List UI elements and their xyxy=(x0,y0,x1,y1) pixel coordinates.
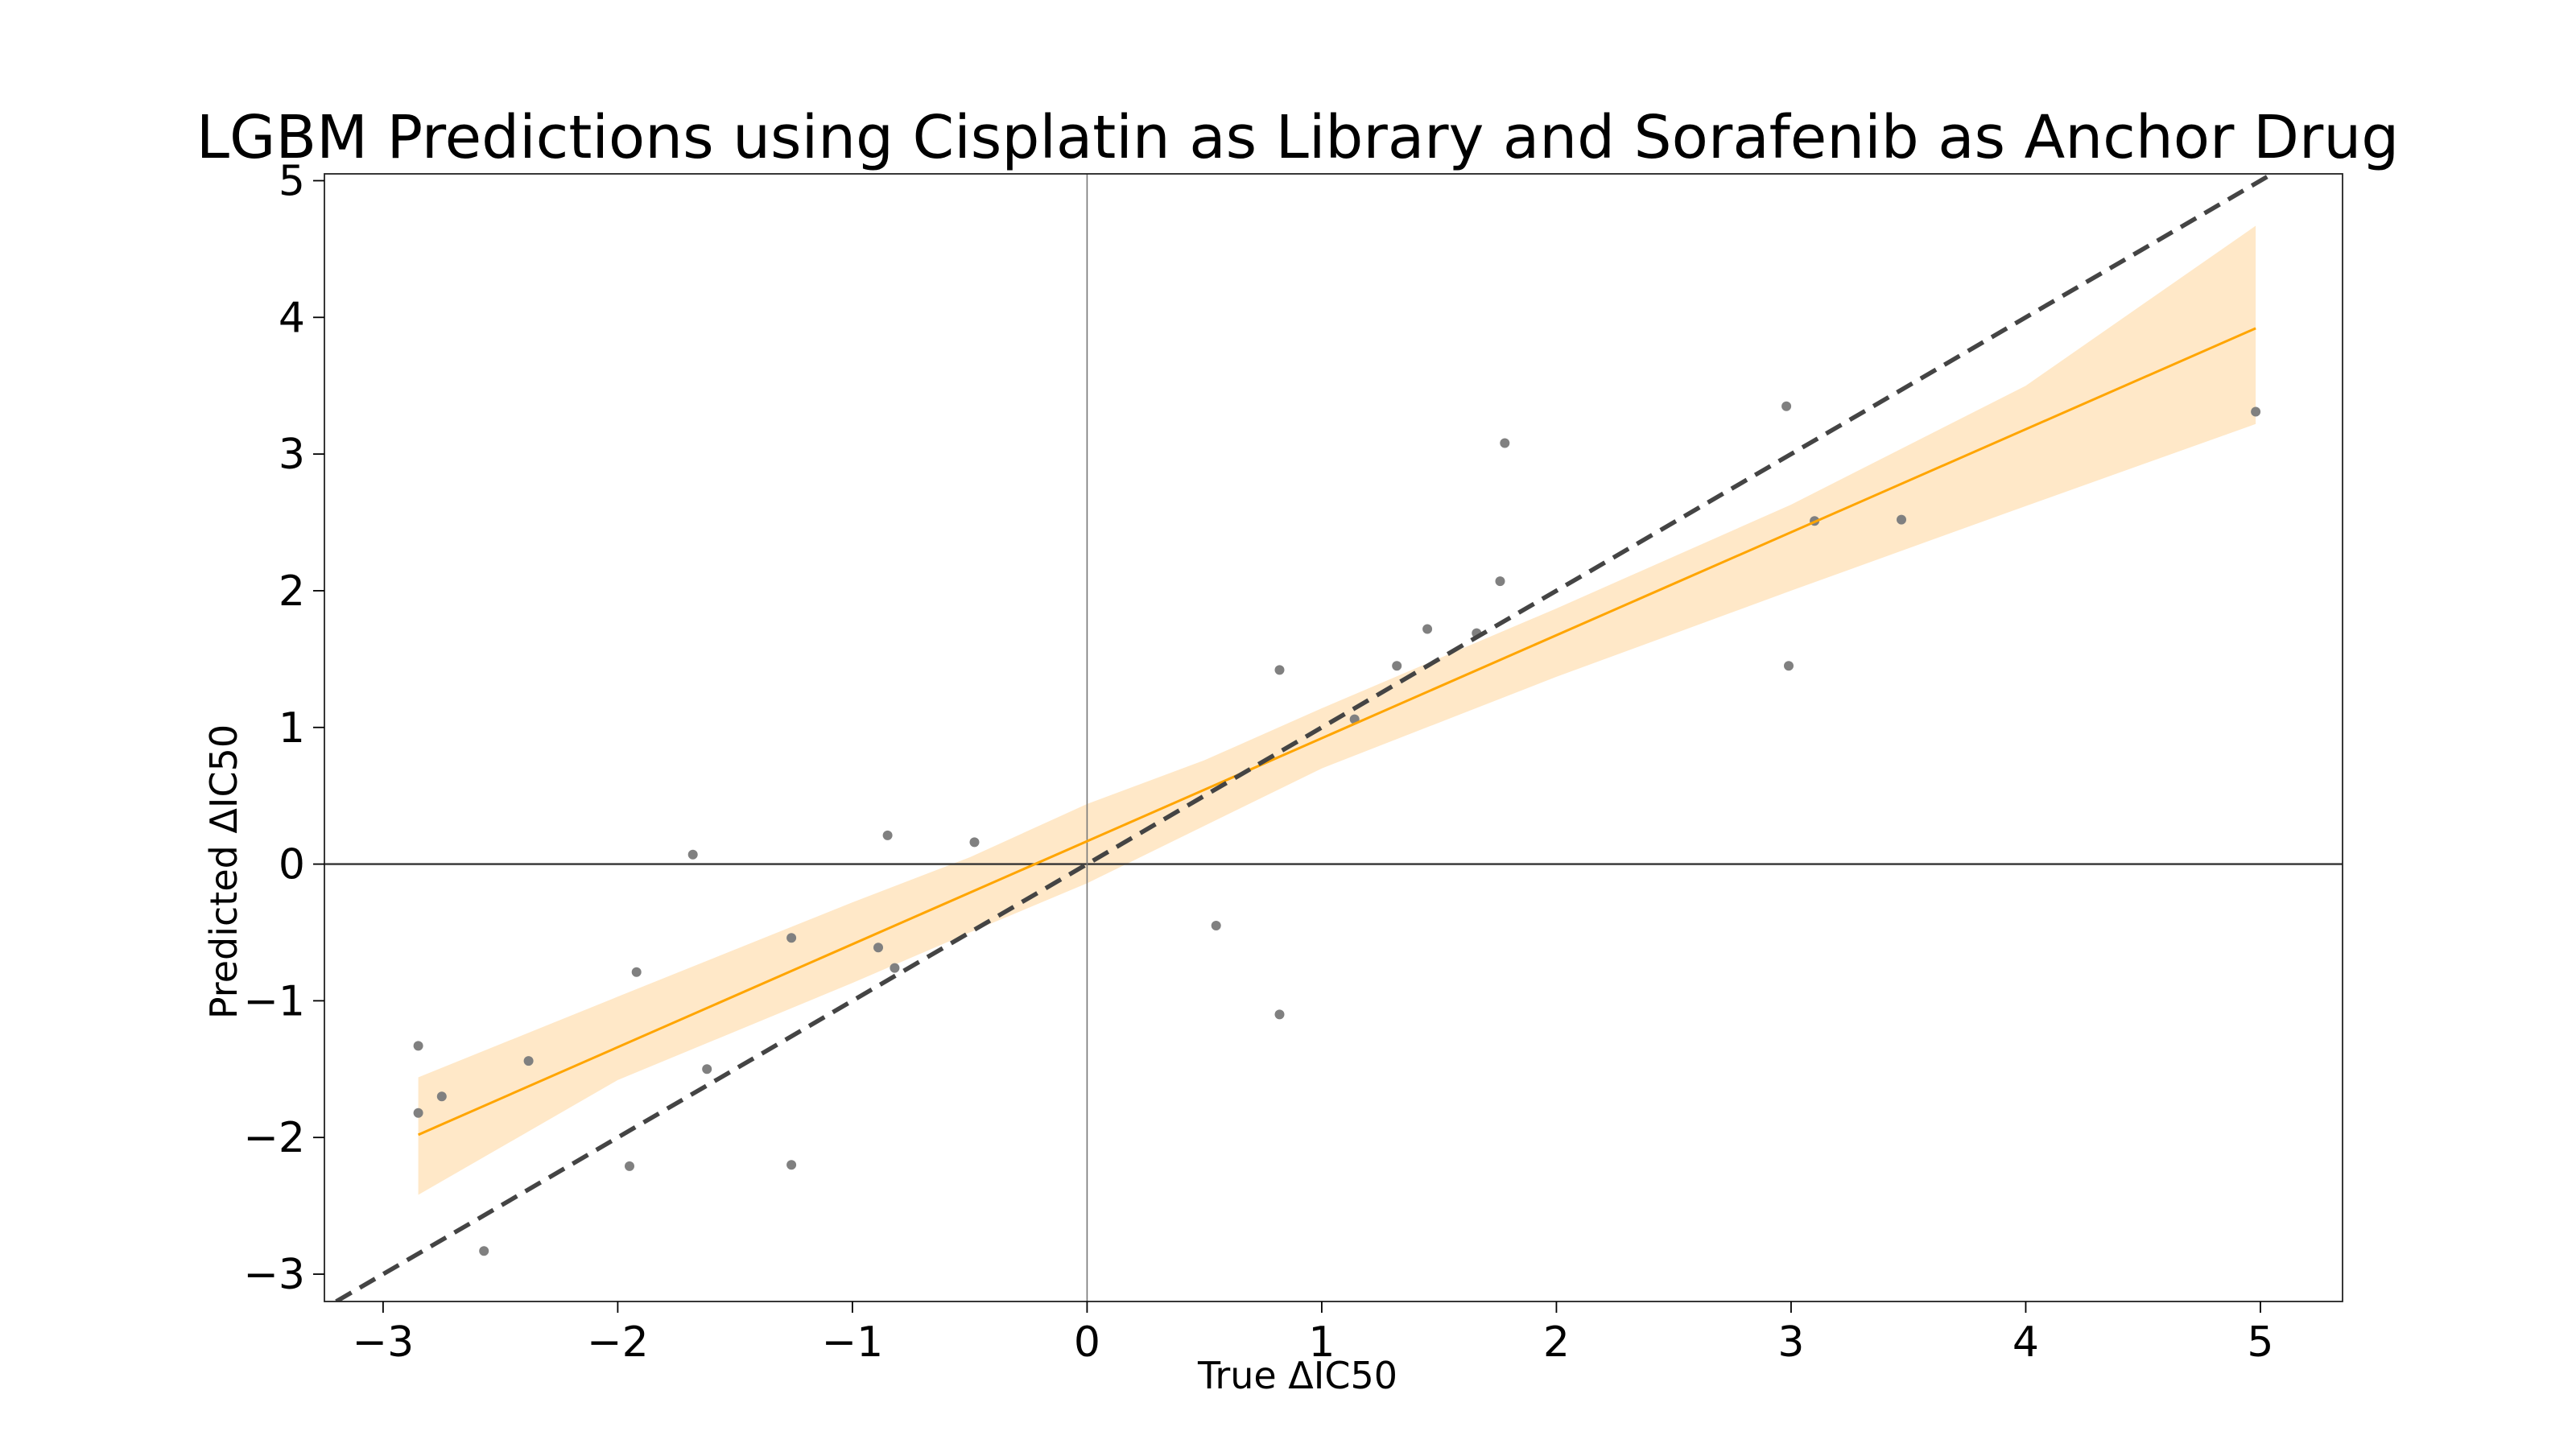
data-point xyxy=(873,943,883,953)
x-tick-label: −3 xyxy=(353,1318,415,1367)
data-point xyxy=(890,963,900,973)
y-axis-label: Predicted ΔIC50 xyxy=(202,724,246,1019)
identity-line xyxy=(335,174,2273,1301)
data-point xyxy=(413,1041,423,1051)
data-point xyxy=(1500,438,1510,448)
data-point xyxy=(1274,665,1285,675)
y-tick-label: −2 xyxy=(243,1114,305,1162)
fit-line xyxy=(418,327,2256,1136)
y-tick-label: −3 xyxy=(243,1251,305,1299)
y-tick-label: −1 xyxy=(243,977,305,1025)
confidence-band xyxy=(418,225,2256,1195)
x-tick-label: 0 xyxy=(1074,1318,1100,1367)
data-point xyxy=(436,1091,447,1102)
data-point xyxy=(1211,921,1221,930)
x-tick-label: 1 xyxy=(1308,1318,1335,1367)
x-axis-label: True ΔIC50 xyxy=(1197,1354,1397,1397)
data-point xyxy=(882,830,893,840)
y-tick-label: 2 xyxy=(279,567,305,616)
y-tick-label: 0 xyxy=(279,841,305,889)
data-point xyxy=(786,1160,797,1170)
data-point xyxy=(687,849,698,860)
data-point xyxy=(1784,661,1794,671)
data-point xyxy=(1495,576,1505,587)
data-point xyxy=(523,1056,534,1066)
data-point xyxy=(1392,661,1402,671)
data-point xyxy=(969,837,980,848)
data-point xyxy=(1897,514,1906,525)
data-point xyxy=(413,1108,423,1118)
x-tick-label: −1 xyxy=(822,1318,884,1367)
chart-title: LGBM Predictions using Cisplatin as Libr… xyxy=(196,103,2399,172)
x-tick-label: 4 xyxy=(2013,1318,2039,1367)
y-tick-label: 3 xyxy=(279,431,305,479)
data-point xyxy=(479,1246,489,1256)
x-tick-label: 5 xyxy=(2247,1318,2273,1367)
data-point xyxy=(786,933,797,943)
data-point xyxy=(1274,1009,1285,1020)
x-tick-label: 2 xyxy=(1543,1318,1570,1367)
data-point xyxy=(625,1161,634,1171)
y-tick-label: 1 xyxy=(279,704,305,753)
data-point xyxy=(702,1064,712,1075)
plot-frame xyxy=(324,173,2343,1302)
y-tick-label: 4 xyxy=(279,294,305,342)
data-point xyxy=(631,967,642,977)
data-point xyxy=(1781,401,1792,411)
data-point xyxy=(1422,624,1433,634)
y-tick-label: 5 xyxy=(279,157,305,205)
x-tick-label: 3 xyxy=(1777,1318,1804,1367)
data-point xyxy=(2251,406,2261,417)
x-tick-label: −2 xyxy=(587,1318,649,1367)
